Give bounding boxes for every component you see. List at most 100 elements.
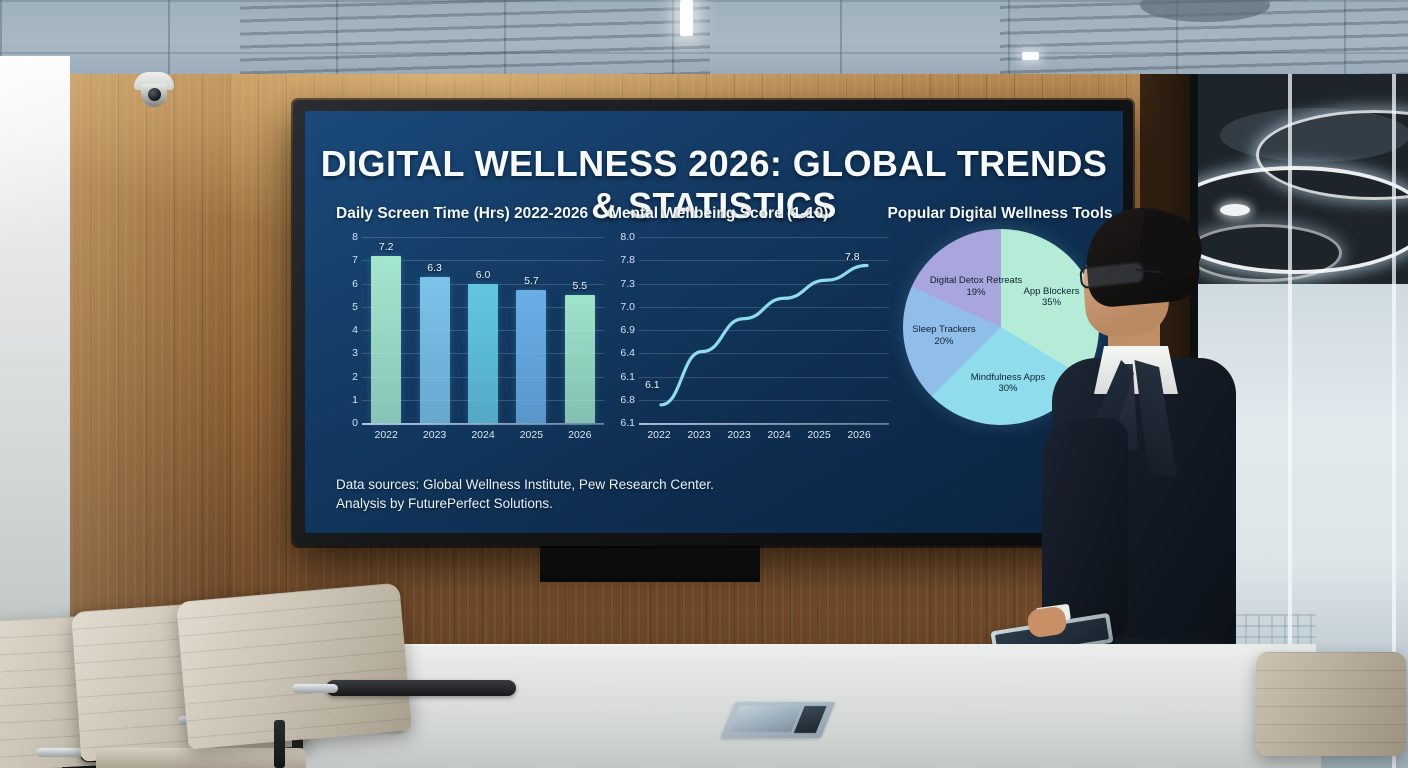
line-chart-gridline <box>639 260 889 262</box>
line-chart-x-tick: 2023 <box>687 429 711 441</box>
bar-chart-gridline <box>362 260 604 262</box>
bar-chart-y-tick: 7 <box>352 254 358 267</box>
bar-chart-value-label: 5.7 <box>524 275 539 288</box>
pie-slice-percent: 19% <box>966 286 986 298</box>
ceiling-recess <box>1140 0 1270 22</box>
line-chart-baseline <box>639 423 889 425</box>
line-chart-gridline <box>639 353 889 355</box>
line-chart-y-tick: 7.0 <box>620 300 635 313</box>
glass-mullion-2 <box>1392 74 1396 768</box>
bar-chart-value-label: 7.2 <box>378 240 394 253</box>
wall-display[interactable]: DIGITAL WELLNESS 2026: GLOBAL TRENDS & S… <box>293 100 1133 546</box>
cable-port-icon[interactable] <box>720 702 836 738</box>
pie-slice-label: Digital Detox Retreats <box>929 275 1023 287</box>
bar-chart-value-label: 6.0 <box>475 268 491 281</box>
bar-chart-title: Daily Screen Time (Hrs) 2022-2026 <box>336 205 589 222</box>
pie-slice-percent: 35% <box>1042 296 1062 308</box>
bar-chart-y-tick: 2 <box>352 370 358 383</box>
bar-chart-value-label: 6.3 <box>427 261 442 274</box>
chair-armrest <box>326 680 516 696</box>
bar-chart-x-tick: 2025 <box>519 429 544 441</box>
chair-arm-post <box>274 720 285 768</box>
bar-chart-gridline <box>362 237 604 238</box>
bar-chart-x-tick: 2022 <box>374 429 398 441</box>
bar-chart-y-axis: 8 7 6 5 4 3 2 1 0 <box>336 231 358 429</box>
line-chart-series <box>659 263 869 407</box>
bar-chart-x-tick: 2026 <box>568 429 592 441</box>
line-chart-x-tick: 2023 <box>727 429 751 441</box>
bar-chart-plot-area: 7.2 6.3 6.0 5.7 5.5 <box>362 237 604 423</box>
footer-line-1: Data sources: Global Wellness Institute,… <box>336 476 714 492</box>
bar-chart-y-tick: 1 <box>352 393 358 406</box>
bar-chart-bar <box>419 276 450 423</box>
line-chart-plot: 8.0 7.8 7.3 7.0 6.9 6.4 6.1 6.8 6.1 6.1 7.8 2022… <box>609 231 889 443</box>
bar-chart-bar <box>371 255 402 423</box>
slide-footer: Data sources: Global Wellness Institute,… <box>336 475 714 513</box>
bar-chart-y-tick: 0 <box>352 417 358 429</box>
bar-chart-y-tick: 4 <box>352 324 358 336</box>
pie-chart-slice-label: Digital Detox Retreats 19% <box>928 275 1024 297</box>
conference-chair-3 <box>156 582 516 768</box>
line-chart-x-tick: 2022 <box>647 429 671 441</box>
line-chart-gridline <box>639 283 889 285</box>
pie-slice-label: Sleep Trackers <box>912 324 976 336</box>
bar-chart-y-tick: 5 <box>352 300 358 313</box>
line-chart-y-tick: 8.0 <box>620 231 635 243</box>
bar-chart-bar <box>564 295 595 423</box>
line-chart-x-tick: 2026 <box>847 429 871 441</box>
line-chart-gridline <box>639 330 889 331</box>
pie-chart-slice-label: Sleep Trackers 20% <box>896 324 992 346</box>
chair-arm-chrome <box>292 684 338 693</box>
line-chart-y-tick: 6.8 <box>620 393 635 406</box>
pie-slice-label: App Blockers <box>1023 285 1080 297</box>
chair-arm-chrome <box>36 748 94 757</box>
line-chart-y-tick: 7.8 <box>620 254 635 267</box>
pie-slice-percent: 20% <box>934 335 954 347</box>
line-chart-x-tick: 2024 <box>767 429 791 441</box>
bar-chart-panel: Daily Screen Time (Hrs) 2022-2026 8 7 6 5 4 3… <box>336 205 604 443</box>
line-chart-y-tick: 7.3 <box>620 277 635 290</box>
pie-chart-slice-label: Mindfulness Apps 30% <box>960 372 1056 394</box>
pie-slice-percent: 30% <box>998 382 1018 394</box>
line-chart-start-label: 6.1 <box>645 379 660 391</box>
bar-chart-y-tick: 6 <box>352 277 358 290</box>
conference-chair-4 <box>1246 652 1408 768</box>
pie-slice-label: Mindfulness Apps <box>970 371 1046 383</box>
bar-chart-y-tick: 8 <box>352 231 358 243</box>
bar-chart-bar <box>468 283 498 423</box>
chair-seat <box>96 748 306 768</box>
line-chart-y-axis: 8.0 7.8 7.3 7.0 6.9 6.4 6.1 6.8 6.1 <box>609 231 635 429</box>
white-wall-sheen <box>0 56 70 316</box>
line-chart-y-tick: 6.9 <box>620 324 635 336</box>
bar-chart-bar <box>516 290 547 423</box>
chair-backrest <box>1256 652 1406 756</box>
bar-chart-x-tick: 2023 <box>422 429 447 441</box>
line-chart-y-tick: 6.1 <box>620 417 635 429</box>
line-chart-title: Mental Wellbeing Score (1-10) <box>609 205 829 222</box>
line-chart-y-tick: 6.4 <box>620 347 635 360</box>
line-chart-panel: Mental Wellbeing Score (1-10) 8.0 7.8 7.3 7… <box>609 205 889 443</box>
chair-arm-post <box>292 726 303 768</box>
slide-title: DIGITAL WELLNESS 2026: GLOBAL TRENDS & S… <box>320 143 1108 226</box>
presentation-slide: DIGITAL WELLNESS 2026: GLOBAL TRENDS & S… <box>305 111 1123 533</box>
footer-line-2: Analysis by FuturePerfect Solutions. <box>336 495 553 511</box>
display-stand <box>540 546 760 582</box>
pie-chart-title: Popular Digital Wellness Tools <box>887 205 1113 222</box>
bar-chart-baseline <box>362 423 604 425</box>
downlight-beyond <box>1220 204 1250 216</box>
dome-camera-lens <box>148 88 161 101</box>
bar-chart-x-axis: 2022 2023 2024 2025 2026 <box>362 429 604 445</box>
bar-chart-x-tick: 2024 <box>471 429 495 441</box>
line-chart-end-label: 7.8 <box>845 251 860 263</box>
pie-chart-slice-label: App Blockers 35% <box>1004 286 1100 308</box>
ring-light-3 <box>1196 224 1342 282</box>
glass-mullion-1 <box>1288 74 1292 768</box>
line-chart-path <box>659 263 869 407</box>
presenter-arm <box>1042 418 1128 638</box>
ceiling-light-strip <box>680 0 693 36</box>
line-chart-gridline <box>639 376 889 378</box>
line-chart-y-tick: 6.1 <box>620 370 635 383</box>
cable-port-lid <box>729 706 802 732</box>
